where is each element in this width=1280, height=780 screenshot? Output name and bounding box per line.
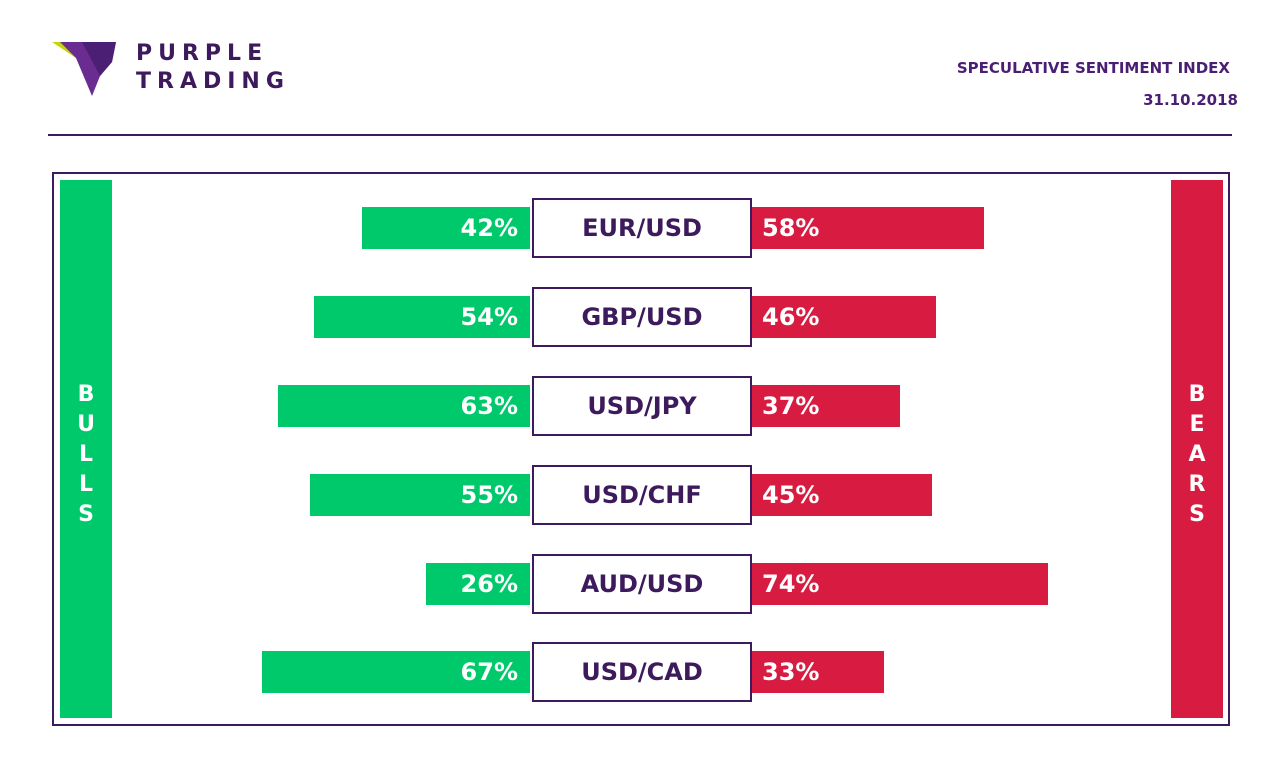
bull-bar (314, 296, 530, 338)
bear-value-label: 46% (762, 303, 820, 331)
bear-bar (752, 207, 984, 249)
currency-pair-label: USD/CHF (532, 465, 752, 525)
chart-row: 26% 74% AUD/USD (0, 554, 1280, 614)
bear-value-label: 37% (762, 392, 820, 420)
bull-bar (262, 651, 530, 693)
bull-bar (362, 207, 530, 249)
purple-trading-logo: PURPLE TRADING (52, 38, 312, 102)
currency-pair-label: EUR/USD (532, 198, 752, 258)
currency-pair-label: USD/JPY (532, 376, 752, 436)
bull-bar (278, 385, 530, 427)
bull-value-label: 67% (460, 658, 518, 686)
currency-pair-label: AUD/USD (532, 554, 752, 614)
logo-mark-icon (52, 42, 116, 96)
chart-row: 67% 33% USD/CAD (0, 642, 1280, 702)
bear-bar (752, 474, 932, 516)
bull-value-label: 42% (460, 214, 518, 242)
chart-row: 63% 37% USD/JPY (0, 376, 1280, 436)
brand-name: PURPLE TRADING (136, 40, 290, 96)
bear-bar (752, 651, 884, 693)
bear-bar (752, 296, 936, 338)
bear-bar (752, 563, 1048, 605)
brand-line-1: PURPLE (136, 41, 269, 66)
currency-pair-label: USD/CAD (532, 642, 752, 702)
bull-bar (310, 474, 530, 516)
header-divider (48, 134, 1232, 136)
bear-value-label: 58% (762, 214, 820, 242)
chart-row: 55% 45% USD/CHF (0, 465, 1280, 525)
bull-value-label: 55% (460, 481, 518, 509)
chart-row: 42% 58% EUR/USD (0, 198, 1280, 258)
bear-value-label: 33% (762, 658, 820, 686)
header: SPECULATIVE SENTIMENT INDEX 31.10.2018 (957, 58, 1238, 110)
page-title: SPECULATIVE SENTIMENT INDEX (956, 59, 1230, 77)
bull-value-label: 54% (460, 303, 518, 331)
bull-value-label: 26% (460, 570, 518, 598)
brand-line-2: TRADING (136, 69, 290, 94)
bull-value-label: 63% (460, 392, 518, 420)
bull-bar (426, 563, 530, 605)
chart-frame (52, 172, 1230, 726)
chart-row: 54% 46% GBP/USD (0, 287, 1280, 347)
report-date: 31.10.2018 (1143, 91, 1238, 109)
bear-value-label: 45% (762, 481, 820, 509)
bear-bar (752, 385, 900, 427)
bear-value-label: 74% (762, 570, 820, 598)
currency-pair-label: GBP/USD (532, 287, 752, 347)
